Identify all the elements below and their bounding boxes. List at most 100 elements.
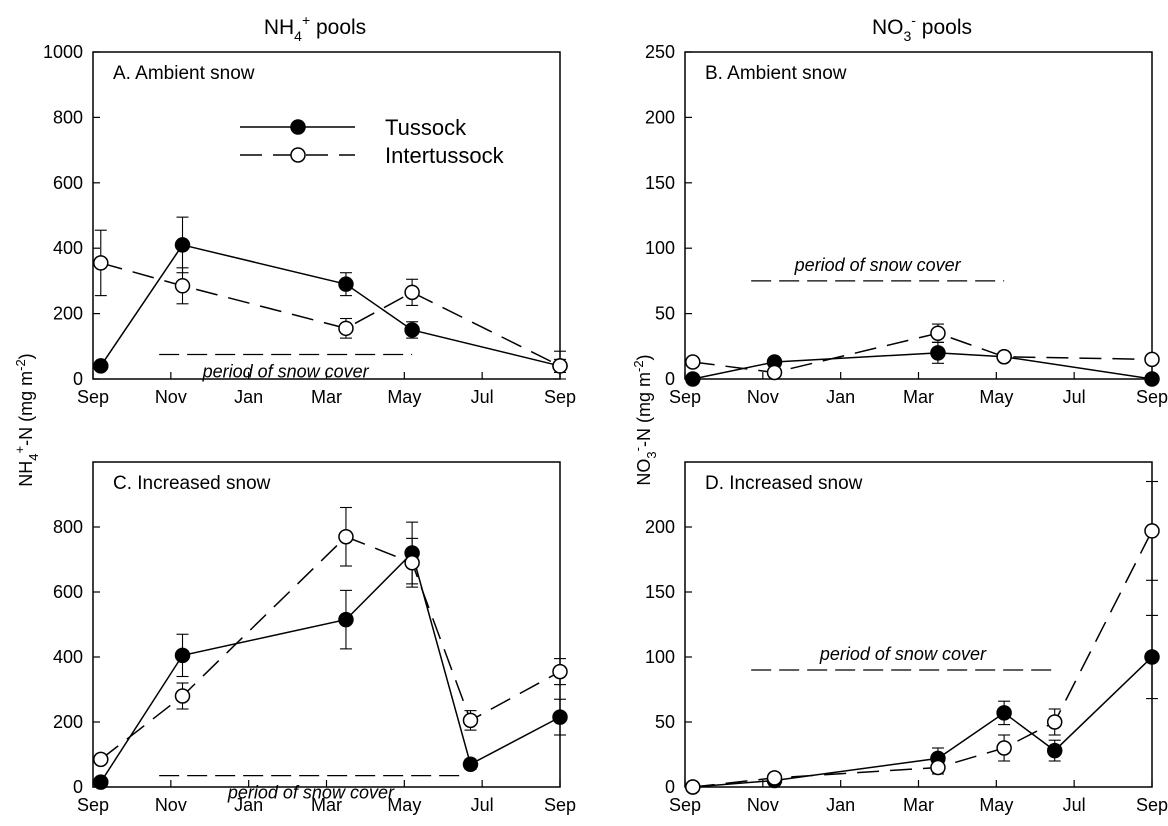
x-tick-label: Nov bbox=[747, 795, 779, 815]
data-point bbox=[174, 688, 191, 704]
x-tick-label: Nov bbox=[155, 795, 187, 815]
data-point bbox=[1144, 649, 1160, 665]
y-tick-label: 100 bbox=[645, 647, 675, 667]
series-line bbox=[692, 656, 1153, 788]
data-point bbox=[930, 345, 946, 361]
ylabel-no3: NO3--N (mg m-2) bbox=[630, 354, 659, 485]
x-tick-label: Jul bbox=[471, 387, 494, 407]
data-point bbox=[930, 759, 946, 776]
data-point bbox=[174, 237, 191, 253]
series-line bbox=[100, 551, 561, 783]
series-line bbox=[692, 530, 1153, 788]
legend-tussock-label: Tussock bbox=[385, 115, 467, 140]
x-tick-label: Nov bbox=[155, 387, 187, 407]
legend-intertussock-label: Intertussock bbox=[385, 143, 505, 168]
snow-cover-label: period of snow cover bbox=[794, 255, 962, 275]
x-tick-label: Jul bbox=[1063, 795, 1086, 815]
series-tussock bbox=[685, 341, 1160, 387]
x-tick-label: Sep bbox=[544, 795, 576, 815]
data-point bbox=[552, 663, 568, 680]
y-tick-label: 200 bbox=[645, 107, 675, 127]
data-point bbox=[462, 756, 479, 772]
series-tussock bbox=[93, 521, 568, 790]
data-point bbox=[338, 320, 354, 337]
y-tick-label: 0 bbox=[73, 777, 83, 797]
legend: Tussock Intertussock bbox=[240, 115, 505, 168]
y-tick-label: 100 bbox=[645, 238, 675, 258]
snow-cover-label: period of snow cover bbox=[202, 361, 370, 381]
series-tussock bbox=[93, 216, 568, 374]
series-line bbox=[100, 535, 561, 760]
series-intertussock bbox=[93, 229, 568, 380]
data-point bbox=[338, 529, 354, 545]
plot-frame bbox=[92, 51, 561, 380]
legend-tussock-marker bbox=[290, 119, 306, 135]
data-point bbox=[766, 364, 783, 381]
data-point bbox=[338, 276, 354, 292]
panel-b: 0 50 100 150 200 250 Sep Nov Jan Mar May Jul Sep B. A… bbox=[645, 42, 1168, 407]
x-tick-label: Mar bbox=[903, 795, 934, 815]
data-point bbox=[685, 371, 701, 387]
panel-title: B. Ambient snow bbox=[705, 63, 847, 84]
col-title-no3: NO3- pools bbox=[872, 12, 972, 44]
series-line bbox=[692, 352, 1153, 380]
x-tick-label: May bbox=[387, 387, 421, 407]
x-tick-label: Sep bbox=[544, 387, 576, 407]
panel-title: C. Increased snow bbox=[113, 473, 271, 494]
x-tick-label: Sep bbox=[669, 387, 701, 407]
x-tick-label: Jul bbox=[1063, 387, 1086, 407]
y-tick-label: 150 bbox=[645, 173, 675, 193]
ylabel-nh4: NH4+-N (mg m-2) bbox=[12, 353, 41, 486]
data-point bbox=[1144, 371, 1160, 387]
series-intertussock bbox=[93, 506, 568, 768]
y-tick-label: 800 bbox=[53, 107, 83, 127]
y-tick-label: 250 bbox=[645, 42, 675, 62]
series-intertussock bbox=[685, 480, 1160, 795]
panel-a: 0 200 400 600 800 1000 Sep Nov Jan Mar May Jul Sep A.… bbox=[43, 42, 576, 407]
data-point bbox=[996, 705, 1012, 721]
y-tick-label: 0 bbox=[73, 369, 83, 389]
x-tick-label: Jan bbox=[234, 795, 263, 815]
data-point bbox=[93, 774, 109, 790]
x-tick-label: May bbox=[979, 387, 1013, 407]
y-tick-label: 50 bbox=[655, 304, 675, 324]
x-tick-label: May bbox=[387, 795, 421, 815]
y-tick-label: 50 bbox=[655, 712, 675, 732]
col-title-nh4: NH4+ pools bbox=[264, 12, 366, 44]
legend-intertussock-marker bbox=[290, 147, 306, 163]
y-tick-label: 150 bbox=[645, 582, 675, 602]
series-intertussock bbox=[685, 323, 1160, 381]
data-point bbox=[338, 611, 354, 628]
data-point bbox=[685, 779, 701, 795]
data-point bbox=[552, 358, 568, 374]
data-point bbox=[404, 555, 420, 571]
x-tick-label: Mar bbox=[311, 795, 342, 815]
data-point bbox=[685, 354, 701, 370]
y-tick-label: 1000 bbox=[43, 42, 83, 62]
panel-d: 0 50 100 150 200 Sep Nov Jan Mar May Jul Sep D. Incr… bbox=[645, 461, 1168, 815]
data-point bbox=[404, 322, 420, 338]
x-tick-label: Sep bbox=[1136, 387, 1168, 407]
panel-title: D. Increased snow bbox=[705, 473, 863, 494]
plot-frame bbox=[684, 51, 1153, 380]
data-point bbox=[174, 647, 191, 664]
y-tick-label: 800 bbox=[53, 517, 83, 537]
y-tick-label: 200 bbox=[645, 517, 675, 537]
x-tick-label: Nov bbox=[747, 387, 779, 407]
y-tick-label: 600 bbox=[53, 582, 83, 602]
x-tick-label: Sep bbox=[1136, 795, 1168, 815]
x-tick-label: Jan bbox=[826, 795, 855, 815]
data-point bbox=[404, 284, 420, 301]
x-tick-label: Jan bbox=[234, 387, 263, 407]
y-tick-label: 200 bbox=[53, 712, 83, 732]
data-point bbox=[93, 255, 109, 271]
data-point bbox=[1144, 351, 1160, 368]
data-point bbox=[552, 709, 568, 725]
data-point bbox=[996, 740, 1012, 756]
data-point bbox=[462, 712, 479, 729]
x-tick-label: Jul bbox=[471, 795, 494, 815]
series-line bbox=[692, 332, 1153, 374]
series-tussock bbox=[685, 614, 1160, 795]
data-point bbox=[766, 770, 783, 786]
